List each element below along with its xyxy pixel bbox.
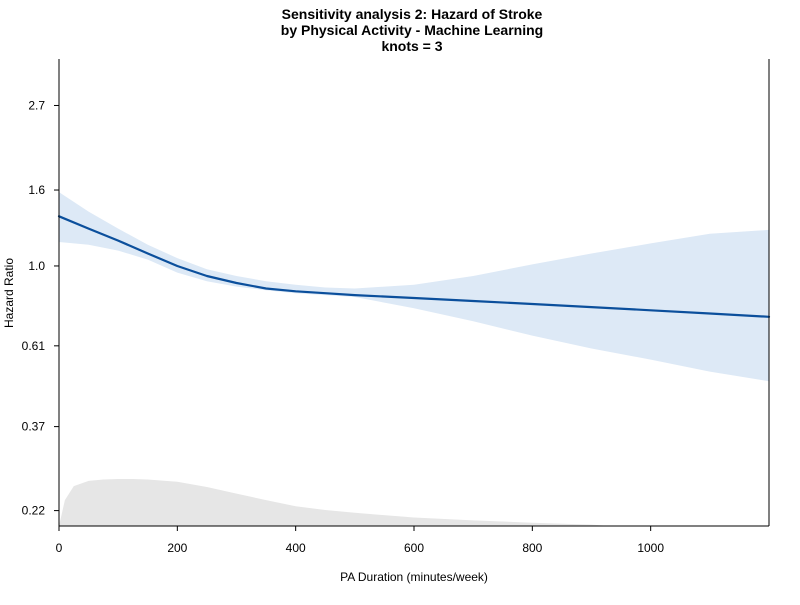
x-tick-label: 200 (167, 541, 187, 555)
chart-title: Sensitivity analysis 2: Hazard of Stroke… (281, 6, 543, 54)
x-tick-label: 1000 (637, 541, 664, 555)
x-tick-label: 800 (522, 541, 542, 555)
chart-title-line-3: knots = 3 (381, 38, 442, 54)
y-tick-label: 0.37 (22, 420, 46, 434)
x-tick-label: 400 (286, 541, 306, 555)
x-axis-title: PA Duration (minutes/week) (340, 570, 488, 584)
x-tick-label: 0 (56, 541, 63, 555)
density-area (59, 479, 769, 526)
y-tick-label: 1.6 (28, 183, 45, 197)
x-tick-label: 600 (404, 541, 424, 555)
chart-title-line-2: by Physical Activity - Machine Learning (281, 22, 543, 38)
confidence-band-layer (59, 192, 769, 382)
axes: 0 200 400 600 800 1000 0.22 0.37 0.61 1.0 1.6 2.7 (22, 59, 770, 555)
y-axis-title: Hazard Ratio (2, 258, 16, 328)
hazard-line-layer (57, 215, 771, 318)
y-tick-label: 0.22 (22, 504, 46, 518)
y-tick-label: 0.61 (22, 339, 46, 353)
density-layer (59, 479, 769, 526)
y-tick-label: 1.0 (28, 259, 45, 273)
chart-title-line-1: Sensitivity analysis 2: Hazard of Stroke (282, 6, 543, 22)
confidence-band (59, 192, 769, 382)
hazard-ratio-line (57, 215, 771, 318)
y-tick-label: 2.7 (28, 98, 45, 112)
